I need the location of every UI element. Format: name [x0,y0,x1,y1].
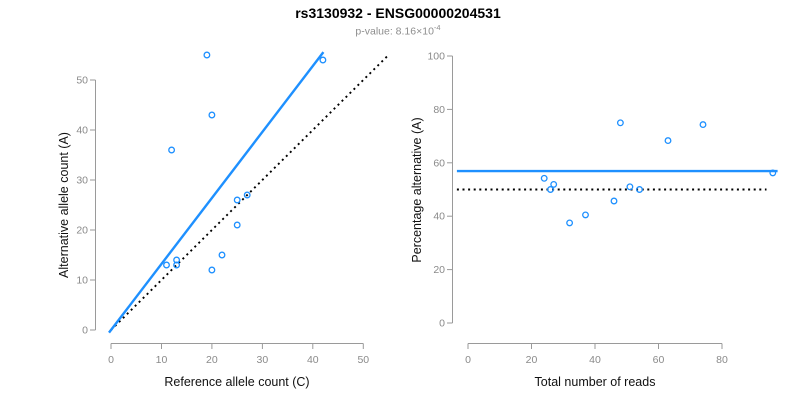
data-point [636,186,643,193]
data-points [163,51,327,274]
svg-text:60: 60 [653,354,665,366]
svg-text:60: 60 [433,157,445,169]
pvalue-text: p-value: 8.16×10 [355,25,434,38]
y-axis-title: Percentage alternative (A) [410,117,424,262]
allele-count-scatter: 0 10 20 30 40 50 Reference allele count (C) 0 10… [57,51,390,389]
svg-text:30: 30 [257,354,269,366]
data-point [319,56,327,64]
svg-text:50: 50 [76,75,88,87]
data-point [233,221,241,229]
data-point [582,211,589,219]
data-point [566,219,574,227]
data-point [769,169,777,177]
pvalue-subtitle: p-value: 8.16×10-4 [0,23,796,38]
svg-text:20: 20 [206,354,218,366]
svg-text:80: 80 [433,104,445,116]
data-point [547,186,554,193]
svg-text:10: 10 [76,275,88,287]
svg-text:40: 40 [433,211,445,223]
data-point [203,51,211,59]
svg-text:40: 40 [76,125,88,137]
data-point [208,111,216,119]
data-point [626,183,634,191]
identity-line [110,54,390,331]
data-point [218,251,226,259]
svg-text:40: 40 [589,354,601,366]
fit-line [108,51,325,334]
x-axis: 0 10 20 30 40 50 Reference allele count (C) [108,343,369,389]
data-point [168,146,176,154]
svg-text:100: 100 [427,51,445,63]
data-point [610,197,618,205]
data-point [208,266,216,274]
x-axis-title: Total number of reads [535,375,656,389]
y-axis-title: Alternative allele count (A) [57,132,71,278]
data-point [616,119,624,127]
data-point [243,191,251,199]
data-point [550,180,558,188]
pvalue-exponent: -4 [433,23,441,32]
y-axis: 0 20 40 60 80 100 Percentage alternative (A) [410,51,453,330]
svg-text:0: 0 [108,354,114,366]
data-point [233,196,241,204]
svg-text:20: 20 [76,225,88,237]
svg-text:0: 0 [82,325,88,337]
svg-text:10: 10 [156,354,168,366]
svg-text:0: 0 [465,354,471,366]
svg-text:50: 50 [357,354,369,366]
data-point [540,174,548,182]
x-axis-title: Reference allele count (C) [164,375,309,389]
data-point [163,261,170,269]
data-points [540,119,777,227]
x-axis: 0 20 40 60 80 Total number of reads [465,343,728,389]
svg-text:20: 20 [433,264,445,276]
data-point [173,256,181,264]
data-point [664,137,672,145]
svg-text:30: 30 [76,175,88,187]
svg-text:40: 40 [307,354,319,366]
svg-text:20: 20 [526,354,538,366]
svg-text:80: 80 [716,354,728,366]
svg-text:0: 0 [439,318,445,330]
figure-title: rs3130932 - ENSG00000204531 [295,5,501,21]
y-axis: 0 10 20 30 40 50 Alternative allele count (A) [57,75,96,337]
data-point [699,121,707,129]
percentage-vs-reads-scatter: 0 20 40 60 80 Total number of reads 0 20 40 60 80 1… [410,51,778,389]
